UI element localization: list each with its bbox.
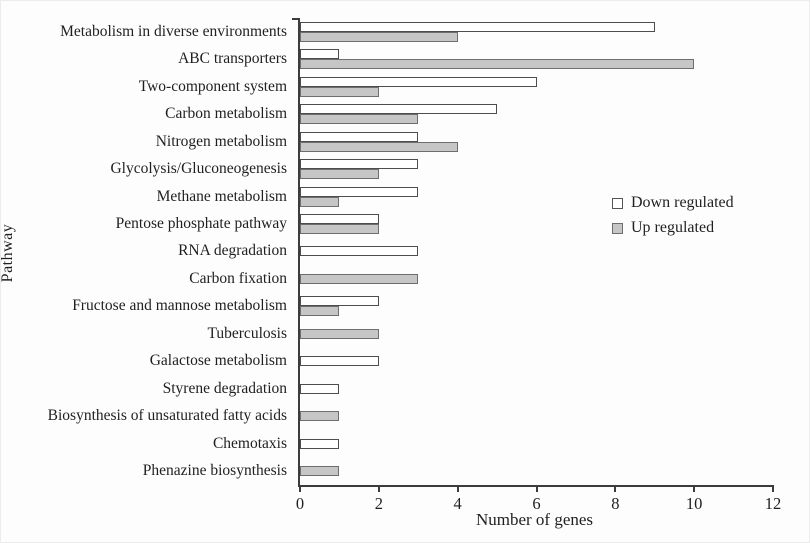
category-label: Biosynthesis of unsaturated fatty acids (47, 407, 287, 425)
x-tick-label: 12 (764, 494, 782, 513)
bar-up-regulated (300, 114, 419, 125)
legend-item-up-regulated: Up regulated (612, 219, 734, 237)
bar-row (300, 238, 773, 265)
bar-row (300, 73, 773, 100)
bar-down-regulated (300, 296, 379, 307)
x-tick (456, 485, 459, 492)
bar-up-regulated (300, 306, 340, 317)
bar-row (300, 45, 773, 72)
x-tick (377, 485, 380, 492)
bar-row (300, 348, 773, 375)
x-tick (772, 485, 774, 492)
legend-label-up: Up regulated (631, 219, 715, 236)
x-axis-title: Number of genes (475, 510, 594, 529)
bar-down-regulated (300, 49, 340, 60)
down-regulated-swatch-icon (612, 197, 623, 209)
x-tick-label: 8 (611, 494, 620, 513)
bar-down-regulated (300, 159, 419, 170)
bar-row (300, 403, 773, 430)
bar-row (300, 210, 773, 237)
bar-up-regulated (300, 224, 379, 235)
category-label: Nitrogen metabolism (155, 132, 287, 150)
bar-down-regulated (300, 383, 340, 394)
category-label: Pentose phosphate pathway (115, 215, 287, 233)
bar-up-regulated (300, 411, 340, 422)
category-label: Metabolism in diverse environments (60, 22, 287, 40)
bar-up-regulated (300, 86, 379, 97)
category-label: Glycolysis/Gluconeogenesis (110, 160, 287, 178)
bar-row (300, 458, 773, 485)
bar-row (300, 18, 773, 45)
bar-down-regulated (300, 246, 419, 257)
bar-down-regulated (300, 186, 419, 197)
bar-down-regulated (300, 131, 419, 142)
category-label: Galactose metabolism (149, 352, 287, 370)
bar-row (300, 128, 773, 155)
x-tick-label: 6 (532, 494, 541, 513)
category-label: Fructose and mannose metabolism (72, 297, 287, 315)
category-label: Methane metabolism (156, 187, 287, 205)
bar-down-regulated (300, 76, 537, 87)
bar-row (300, 375, 773, 402)
bar-up-regulated (300, 328, 379, 339)
x-tick-label: 10 (685, 494, 703, 513)
bar-up-regulated (300, 31, 458, 42)
bar-row (300, 320, 773, 347)
legend: Down regulated Up regulated (612, 194, 734, 237)
bar-row (300, 430, 773, 457)
up-regulated-swatch-icon (612, 222, 623, 234)
bar-up-regulated (300, 169, 379, 180)
bar-up-regulated (300, 466, 340, 477)
bar-row (300, 265, 773, 292)
category-label: Two-component system (138, 77, 287, 95)
x-tick (693, 485, 696, 492)
category-label: ABC transporters (178, 50, 287, 68)
bar-row (300, 183, 773, 210)
category-label: Tuberculosis (207, 324, 287, 342)
bar-down-regulated (300, 438, 340, 449)
x-tick-label: 0 (295, 494, 305, 513)
bar-down-regulated (300, 356, 379, 367)
legend-item-down-regulated: Down regulated (612, 194, 734, 212)
category-label: Carbon fixation (189, 269, 287, 287)
legend-label-down: Down regulated (631, 194, 734, 211)
bar-down-regulated (300, 21, 655, 32)
x-tick-label: 2 (374, 494, 383, 513)
bar-up-regulated (300, 141, 458, 152)
bar-row (300, 293, 773, 320)
category-label: Chemotaxis (212, 434, 287, 452)
bar-row (300, 100, 773, 127)
category-label: Phenazine biosynthesis (142, 462, 287, 480)
category-label: Carbon metabolism (165, 105, 287, 123)
x-tick-label: 4 (453, 494, 462, 513)
bar-down-regulated (300, 104, 498, 115)
plot-area: 0 2 4 6 8 10 12 (292, 18, 781, 513)
x-tick (535, 485, 538, 492)
bar-row (300, 155, 773, 182)
category-label: Styrene degradation (162, 379, 287, 397)
x-tick (299, 485, 301, 492)
category-label: RNA degradation (178, 242, 287, 260)
bar-up-regulated (300, 59, 695, 70)
category-labels: Metabolism in diverse environments ABC tr… (0, 18, 292, 485)
y-axis-top-tick (292, 18, 298, 20)
bar-up-regulated (300, 196, 340, 207)
bar-down-regulated (300, 214, 379, 225)
bar-up-regulated (300, 273, 419, 284)
x-tick (614, 485, 617, 492)
